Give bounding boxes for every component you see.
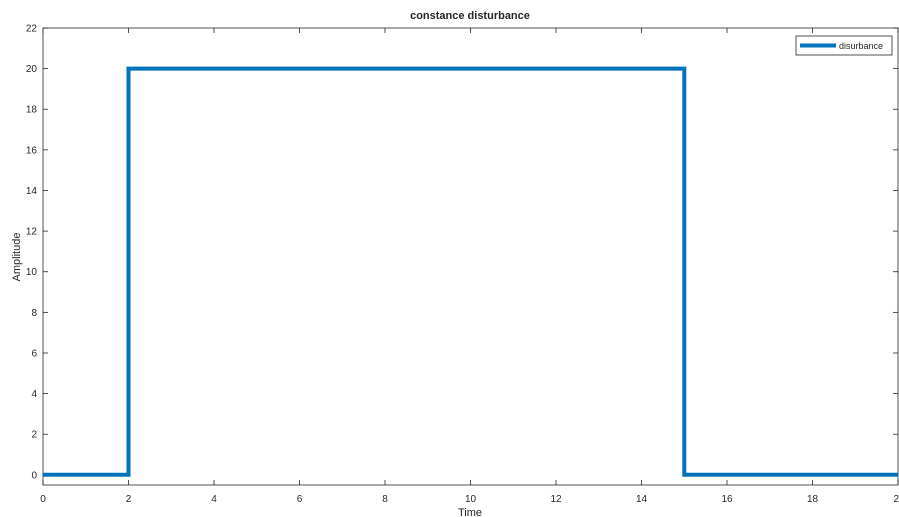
legend-box xyxy=(795,35,893,56)
x-tick-label: 2 xyxy=(893,494,899,505)
y-tick-label: 18 xyxy=(26,105,38,116)
x-axis-label: Time xyxy=(458,507,482,517)
x-tick-label: 12 xyxy=(550,494,562,505)
plot-area xyxy=(42,27,899,486)
y-tick-label: 10 xyxy=(26,267,38,278)
y-tick-label: 8 xyxy=(31,308,37,319)
y-tick-label: 0 xyxy=(31,470,37,481)
x-tick-label: 16 xyxy=(721,494,733,505)
chart-title: constance disturbance xyxy=(410,10,530,22)
y-axis-label: Amplitude xyxy=(11,233,23,282)
x-tick-label: 18 xyxy=(807,494,819,505)
series-line-disturbance xyxy=(43,66,898,477)
y-axis-ticks: 0 2 4 6 8 10 12 14 16 18 20 22 xyxy=(26,24,898,481)
legend: disurbance xyxy=(795,35,893,56)
x-tick-label: 2 xyxy=(126,494,132,505)
y-tick-label: 2 xyxy=(31,430,37,441)
y-tick-label: 4 xyxy=(31,389,37,400)
y-tick-label: 6 xyxy=(31,348,37,359)
series-layer xyxy=(43,66,898,477)
y-tick-label: 16 xyxy=(26,145,38,156)
x-tick-label: 10 xyxy=(465,494,477,505)
x-tick-label: 14 xyxy=(636,494,648,505)
x-tick-label: 4 xyxy=(211,494,217,505)
y-tick-label: 22 xyxy=(26,24,38,35)
x-axis-ticks: 0 2 4 6 8 10 12 14 16 18 2 xyxy=(40,28,899,505)
x-tick-label: 8 xyxy=(382,494,388,505)
x-tick-label: 6 xyxy=(297,494,303,505)
y-tick-label: 20 xyxy=(26,64,38,75)
y-tick-label: 12 xyxy=(26,227,38,238)
x-tick-label: 0 xyxy=(40,494,46,505)
legend-label: disurbance xyxy=(839,41,883,51)
y-tick-label: 14 xyxy=(26,186,38,197)
